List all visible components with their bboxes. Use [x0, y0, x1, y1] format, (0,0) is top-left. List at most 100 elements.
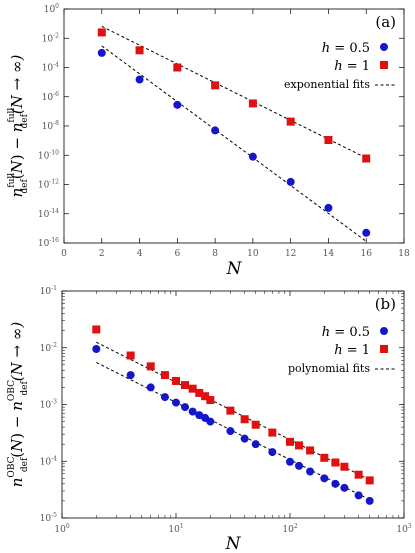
- y-tick-exponent: -3: [51, 399, 57, 406]
- y-tick-exponent: -5: [51, 512, 57, 519]
- y-tick-label: 10-4: [42, 62, 59, 74]
- legend-var: h: [334, 343, 342, 358]
- data-point: [173, 100, 182, 109]
- y-tick-base: 10: [38, 239, 50, 249]
- y-label-n: n: [8, 188, 26, 198]
- data-point: [251, 420, 260, 429]
- legend-value: = 0.5: [330, 41, 370, 56]
- y-tick-label: 10-6: [42, 91, 59, 103]
- data-point: [331, 458, 340, 467]
- y-label-sup2: OBC: [7, 380, 17, 401]
- x-tick-label: 18: [398, 249, 410, 259]
- panel-label: (b): [375, 295, 396, 313]
- x-tick-label: 0: [61, 249, 67, 259]
- data-point: [126, 351, 135, 360]
- legend-value: = 0.5: [330, 325, 370, 340]
- x-tick-base: 10: [282, 525, 294, 535]
- y-label-sup2: full: [7, 108, 17, 123]
- y-label-rhs: (N → ∞): [8, 54, 26, 114]
- y-label-minus: ) −: [8, 132, 26, 160]
- y-tick-base: 10: [42, 64, 54, 74]
- data-point: [340, 483, 349, 492]
- x-tick-label: 103: [396, 523, 411, 535]
- legend-var: h: [334, 59, 342, 74]
- x-tick-label: 16: [360, 249, 372, 259]
- data-point: [92, 325, 101, 334]
- y-label-sub: def: [20, 179, 30, 194]
- data-point: [160, 371, 169, 380]
- x-axis-label: N: [225, 534, 242, 553]
- legend-value: = 1: [343, 343, 370, 358]
- y-tick-label: 10-8: [42, 120, 59, 132]
- data-point: [188, 407, 197, 416]
- y-tick-base: 10: [38, 181, 50, 191]
- x-tick-label: 10: [247, 249, 259, 259]
- y-tick-label: 100: [44, 3, 59, 15]
- y-tick-base: 10: [40, 287, 52, 297]
- y-tick-exponent: -14: [49, 208, 59, 215]
- x-tick-label: 102: [282, 523, 297, 535]
- legend-label: h = 0.5: [322, 41, 370, 56]
- y-tick-exponent: 0: [55, 3, 59, 10]
- y-tick-exponent: -6: [53, 91, 59, 98]
- y-label-sub2: def: [20, 381, 30, 396]
- legend-value: = 1: [343, 59, 370, 74]
- data-point: [240, 434, 249, 443]
- data-point: [195, 388, 204, 397]
- data-point: [286, 457, 294, 466]
- y-label-rhs: (N → ∞): [8, 322, 26, 382]
- data-point: [286, 177, 295, 186]
- y-label-sup: full: [7, 173, 17, 188]
- x-tick-label: 2: [99, 249, 105, 259]
- data-point: [251, 440, 260, 449]
- y-label-N: N: [8, 438, 26, 453]
- legend-marker: [380, 327, 388, 335]
- data-point: [173, 63, 182, 72]
- data-point: [331, 479, 340, 488]
- data-point: [226, 427, 235, 436]
- y-tick-exponent: -8: [53, 120, 59, 127]
- panel-label: (a): [375, 13, 396, 31]
- data-point: [324, 136, 333, 145]
- legend-marker: [380, 61, 388, 69]
- legend-label: h = 1: [334, 343, 370, 358]
- data-point: [146, 383, 155, 392]
- data-point: [320, 474, 329, 483]
- data-point: [248, 99, 257, 108]
- data-point: [362, 154, 371, 163]
- data-point: [97, 48, 106, 57]
- data-point: [320, 453, 329, 462]
- y-tick-exponent: -4: [53, 62, 59, 69]
- data-point: [365, 476, 374, 485]
- y-tick-base: 10: [40, 401, 52, 411]
- x-tick-label: 6: [174, 249, 180, 259]
- x-tick-exponent: 0: [66, 523, 70, 530]
- x-tick-exponent: 2: [294, 523, 298, 530]
- legend-fit-label: exponential fits: [284, 78, 370, 91]
- y-tick-label: 10-1: [40, 285, 57, 297]
- data-point: [354, 491, 363, 500]
- data-point: [362, 228, 371, 237]
- y-tick-base: 10: [44, 5, 56, 15]
- y-label-n2: n: [8, 401, 26, 411]
- data-point: [201, 392, 210, 401]
- x-tick-label: 100: [54, 523, 69, 535]
- y-label-N: N: [8, 159, 26, 174]
- data-point: [188, 384, 197, 393]
- legend-label: h = 1: [334, 59, 370, 74]
- data-point: [240, 415, 249, 424]
- y-tick-exponent: -12: [49, 179, 59, 186]
- legend-marker: [380, 345, 388, 353]
- legend-marker: [380, 43, 388, 51]
- legend-label: h = 0.5: [322, 325, 370, 340]
- data-point: [211, 126, 220, 135]
- x-tick-base: 10: [396, 525, 408, 535]
- y-tick-label: 10-3: [40, 399, 57, 411]
- data-point: [306, 467, 315, 476]
- y-axis-label: nOBC def(N) − nOBC def(N → ∞): [7, 322, 30, 488]
- y-tick-exponent: -1: [51, 285, 57, 292]
- data-point: [286, 437, 294, 446]
- data-point: [226, 406, 235, 415]
- y-label-n2: n: [8, 123, 26, 133]
